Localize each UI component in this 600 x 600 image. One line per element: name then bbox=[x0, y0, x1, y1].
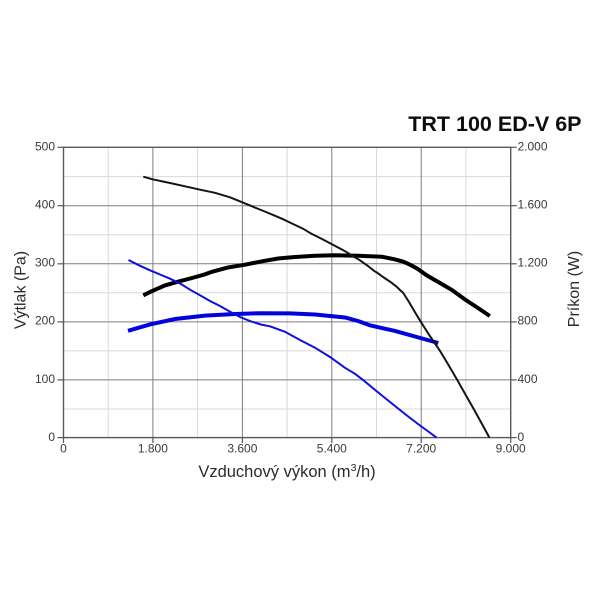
svg-text:400: 400 bbox=[518, 372, 538, 386]
svg-text:400: 400 bbox=[35, 198, 55, 212]
svg-text:1.600: 1.600 bbox=[518, 198, 548, 212]
svg-text:300: 300 bbox=[35, 256, 55, 270]
svg-text:2.000: 2.000 bbox=[518, 140, 548, 154]
svg-text:Výtlak (Pa): Výtlak (Pa) bbox=[13, 251, 30, 329]
svg-text:Vzduchový výkon (m3/h): Vzduchový výkon (m3/h) bbox=[198, 462, 375, 481]
svg-text:500: 500 bbox=[35, 140, 55, 154]
svg-text:3.600: 3.600 bbox=[227, 442, 257, 456]
svg-text:9.000: 9.000 bbox=[496, 442, 526, 456]
svg-text:7.200: 7.200 bbox=[406, 442, 436, 456]
svg-text:800: 800 bbox=[518, 314, 538, 328]
svg-text:200: 200 bbox=[35, 314, 55, 328]
svg-text:TRT 100 ED-V 6P: TRT 100 ED-V 6P bbox=[408, 112, 581, 136]
svg-text:0: 0 bbox=[518, 430, 525, 444]
svg-text:1.200: 1.200 bbox=[518, 256, 548, 270]
svg-text:Príkon (W): Príkon (W) bbox=[566, 251, 583, 327]
svg-text:0: 0 bbox=[48, 430, 55, 444]
svg-text:5.400: 5.400 bbox=[317, 442, 347, 456]
svg-text:0: 0 bbox=[60, 442, 67, 456]
svg-text:1.800: 1.800 bbox=[138, 442, 168, 456]
svg-text:100: 100 bbox=[35, 372, 55, 386]
